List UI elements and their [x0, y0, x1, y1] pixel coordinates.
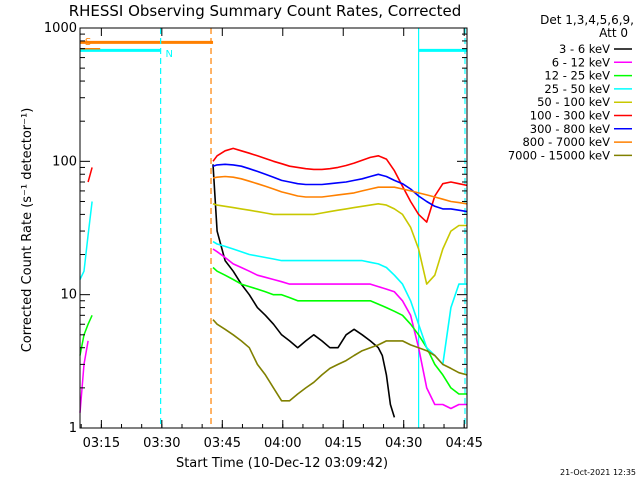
x-axis-label: Start Time (10-Dec-12 03:09:42) [176, 456, 388, 471]
legend-label-5: 100 - 300 keV [530, 109, 610, 123]
annotation-0: S [85, 37, 91, 48]
x-tick-label-5: 04:30 [385, 436, 422, 451]
series-line-0 [212, 164, 396, 418]
x-tick-label-6: 04:45 [445, 436, 482, 451]
early-segment-1 [79, 201, 93, 280]
series-line-4 [212, 203, 467, 285]
legend-label-6: 300 - 800 keV [530, 122, 610, 136]
series-line-5 [212, 147, 468, 223]
x-tick-label-3: 04:00 [264, 436, 301, 451]
legend-label-0: 3 - 6 keV [559, 42, 610, 56]
top-bars [80, 40, 467, 52]
chart-title: RHESSI Observing Summary Count Rates, Co… [69, 2, 462, 20]
series-line-1 [212, 248, 467, 410]
x-tick-label-4: 04:15 [325, 436, 362, 451]
y-tick-label-2: 100 [52, 154, 77, 169]
series-line-8 [212, 319, 468, 402]
x-tick-label-0: 03:15 [83, 436, 120, 451]
legend-label-3: 25 - 50 keV [544, 82, 610, 96]
series-line-6 [212, 163, 468, 213]
early-segment-2 [87, 167, 93, 183]
early-segment-3 [79, 314, 93, 356]
legend-label-8: 7000 - 15000 keV [508, 148, 610, 162]
y-tick-label-1: 10 [60, 288, 77, 303]
legend-label-4: 50 - 100 keV [537, 95, 610, 109]
legend-header-line-2: Att 0 [599, 26, 628, 40]
series-line-3 [212, 240, 467, 366]
annotation-1: N [165, 49, 172, 60]
footer-timestamp: 21-Oct-2021 12:35 [560, 468, 636, 477]
x-tick-label-1: 03:30 [143, 436, 180, 451]
vertical-lines [160, 28, 466, 428]
plot-frame [79, 27, 468, 429]
y-tick-label-3: 1000 [44, 21, 77, 36]
plot-area: SN [79, 27, 468, 429]
legend-label-7: 800 - 7000 keV [522, 135, 610, 149]
y-tick-label-0: 1 [69, 421, 77, 436]
x-tick-label-2: 03:45 [204, 436, 241, 451]
series-line-7 [212, 175, 468, 205]
x-axis: 03:15 03:30 03:45 04:00 04:15 04:30 04:45 [80, 28, 483, 451]
legend-header-line-1: Det 1,3,4,5,6,9, [540, 13, 634, 27]
series-line-2 [212, 266, 467, 395]
legend-label-1: 6 - 12 keV [552, 55, 610, 69]
y-axis-label: Corrected Count Rate (s⁻¹ detector⁻¹) [20, 108, 35, 353]
legend-label-2: 12 - 25 keV [544, 69, 610, 83]
y-axis: 1 10 100 1000 [44, 21, 467, 436]
annotations: SN [85, 37, 173, 60]
